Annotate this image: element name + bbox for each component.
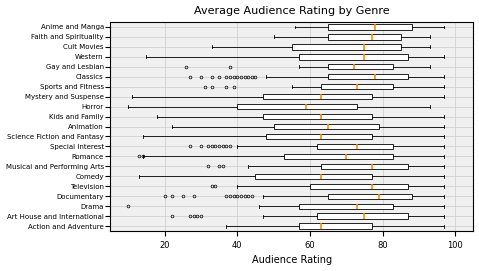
PathPatch shape xyxy=(328,74,408,79)
PathPatch shape xyxy=(255,174,372,179)
X-axis label: Audience Rating: Audience Rating xyxy=(251,256,332,265)
PathPatch shape xyxy=(328,193,411,199)
PathPatch shape xyxy=(266,134,372,139)
PathPatch shape xyxy=(321,84,394,89)
PathPatch shape xyxy=(317,144,394,149)
PathPatch shape xyxy=(299,54,408,60)
PathPatch shape xyxy=(310,183,408,189)
PathPatch shape xyxy=(317,214,408,219)
PathPatch shape xyxy=(299,224,372,229)
PathPatch shape xyxy=(237,104,357,109)
PathPatch shape xyxy=(262,114,372,119)
Title: Average Audience Rating by Genre: Average Audience Rating by Genre xyxy=(194,6,389,15)
PathPatch shape xyxy=(321,164,408,169)
PathPatch shape xyxy=(262,94,372,99)
PathPatch shape xyxy=(328,24,411,30)
PathPatch shape xyxy=(285,154,394,159)
PathPatch shape xyxy=(274,124,379,129)
PathPatch shape xyxy=(299,204,394,209)
PathPatch shape xyxy=(328,64,394,69)
PathPatch shape xyxy=(292,44,401,50)
PathPatch shape xyxy=(328,34,401,40)
